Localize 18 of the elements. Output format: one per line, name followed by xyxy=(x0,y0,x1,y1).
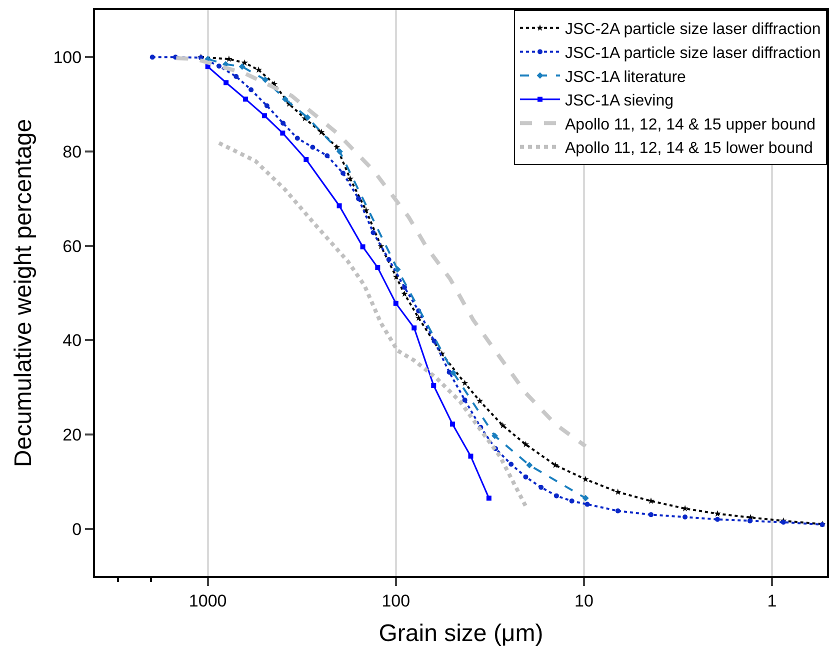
y-tick-label: 80 xyxy=(62,142,82,162)
legend-label: JSC-1A particle size laser diffraction xyxy=(565,44,821,62)
y-tick-label: 20 xyxy=(62,425,82,444)
x-tick-label: 1 xyxy=(767,591,777,610)
legend-label: Apollo 11, 12, 14 & 15 upper bound xyxy=(565,116,816,134)
y-tick-label: 40 xyxy=(62,331,82,350)
x-tick-label: 10 xyxy=(574,591,594,610)
legend-label: Apollo 11, 12, 14 & 15 lower bound xyxy=(565,140,813,158)
legend-label: JSC-1A sieving xyxy=(565,92,674,110)
x-tick-label: 100 xyxy=(382,591,410,610)
x-axis-title: Grain size (μm) xyxy=(378,620,544,648)
y-tick-label: 0 xyxy=(72,520,82,539)
x-tick-label: 1000 xyxy=(188,591,227,610)
y-tick-label: 100 xyxy=(53,48,82,68)
legend-label: JSC-1A literature xyxy=(565,68,686,86)
y-axis-title: Decumulative weight percentage xyxy=(10,118,37,468)
y-tick-label: 60 xyxy=(62,236,82,256)
legend-label: JSC-2A particle size laser diffraction xyxy=(565,21,821,38)
